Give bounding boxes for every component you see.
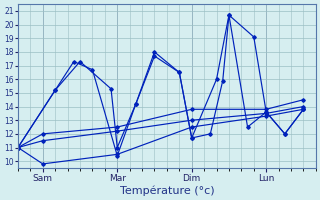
- X-axis label: Température (°c): Température (°c): [120, 185, 214, 196]
